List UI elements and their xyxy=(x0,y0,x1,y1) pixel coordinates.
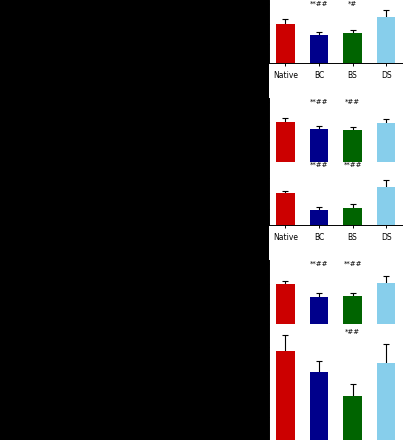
Bar xyxy=(276,194,295,225)
Text: **##: **## xyxy=(310,261,328,267)
Bar xyxy=(310,35,328,63)
Y-axis label: Relative fluorescence intensity
for COL10A1 staining: Relative fluorescence intensity for COL1… xyxy=(227,222,246,362)
Text: **##: **## xyxy=(310,162,328,168)
Text: C: C xyxy=(222,95,230,105)
Y-axis label: Relative fluorescence intensity
for P2G1 staining: Relative fluorescence intensity for P2G1… xyxy=(227,0,246,102)
Bar xyxy=(343,396,362,440)
Text: **##: **## xyxy=(343,261,362,267)
Text: **##: **## xyxy=(310,99,328,106)
Bar xyxy=(377,282,395,323)
Bar xyxy=(343,33,362,63)
Bar xyxy=(343,296,362,323)
Bar xyxy=(310,129,328,162)
Bar xyxy=(276,352,295,440)
Bar xyxy=(343,130,362,162)
Bar xyxy=(276,122,295,162)
Bar xyxy=(377,123,395,162)
Text: *##: *## xyxy=(345,99,360,106)
Bar xyxy=(377,187,395,225)
Text: *#: *# xyxy=(348,1,357,7)
Text: *##: *## xyxy=(345,329,360,335)
Bar xyxy=(276,24,295,63)
Text: **##: **## xyxy=(343,162,362,168)
Text: E: E xyxy=(222,158,229,169)
Bar xyxy=(310,297,328,323)
Bar xyxy=(310,372,328,440)
Text: H: H xyxy=(222,318,231,328)
Bar xyxy=(377,17,395,63)
Y-axis label: MVD corrected density
per 1mm²: MVD corrected density per 1mm² xyxy=(229,330,249,433)
Bar xyxy=(276,284,295,323)
Y-axis label: Relative fluorescence intensity
for ACAN staining: Relative fluorescence intensity for ACAN… xyxy=(227,60,246,200)
Bar xyxy=(343,208,362,225)
Bar xyxy=(377,363,395,440)
Text: B: B xyxy=(222,0,230,7)
Bar xyxy=(310,210,328,225)
Text: **##: **## xyxy=(310,1,328,7)
Y-axis label: Relative fluorescence intensity
for RUNX2 staining: Relative fluorescence intensity for RUNX… xyxy=(227,124,246,264)
Text: F: F xyxy=(222,257,229,267)
